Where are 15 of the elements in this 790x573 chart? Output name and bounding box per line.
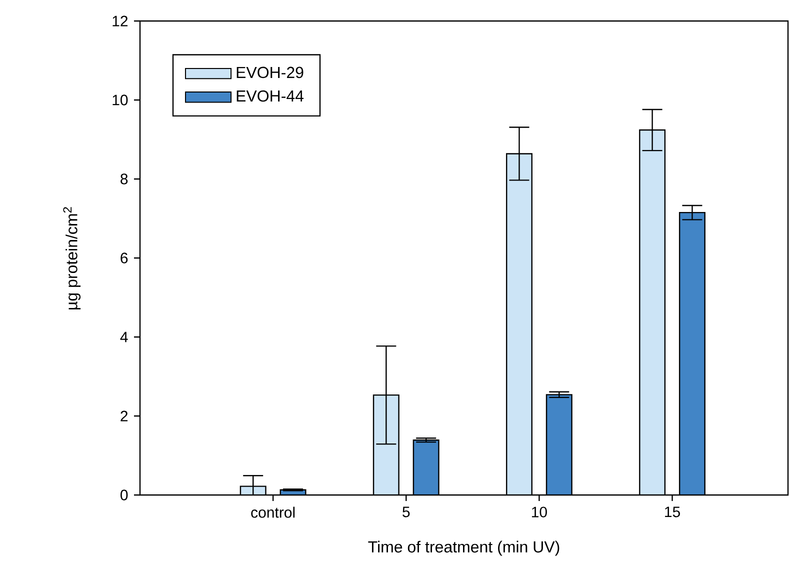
y-tick-label: 2	[120, 410, 128, 422]
y-tick-label: 6	[120, 252, 128, 264]
y-tick-label: 8	[120, 174, 128, 184]
y-tick-label: 0	[120, 490, 128, 500]
x-tick-label: 5	[402, 506, 410, 518]
legend-label: EVOH-44	[236, 90, 304, 102]
y-tick-label: 4	[120, 332, 128, 342]
legend-label: EVOH-29	[236, 66, 304, 78]
x-axis-title: Time of treatment (min UV)	[368, 540, 560, 556]
x-tick-label: 15	[665, 506, 680, 518]
x-tick-label: control	[251, 506, 295, 518]
y-tick-label: 12	[112, 16, 128, 26]
y-axis-title: µg protein/cm$^{2}$	[63, 207, 81, 310]
x-tick-label: 10	[532, 506, 547, 518]
y-tick-label: 10	[112, 94, 128, 106]
